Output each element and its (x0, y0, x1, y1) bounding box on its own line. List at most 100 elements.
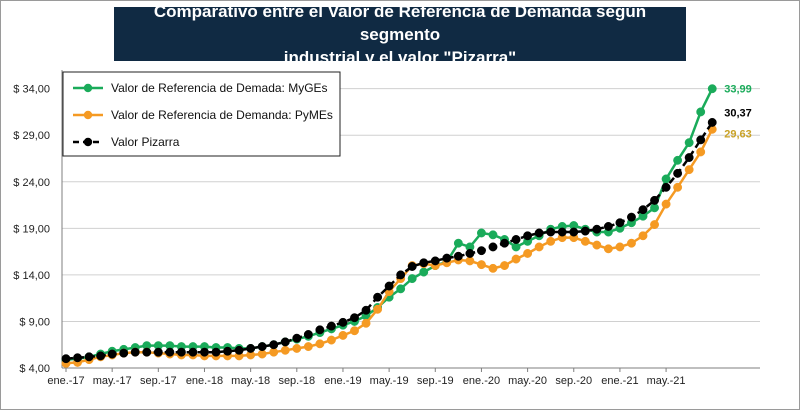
data-point-series-2 (615, 242, 625, 252)
data-point-series-3 (557, 227, 567, 237)
end-value-label: 29,63 (724, 128, 752, 140)
data-point-series-3 (546, 227, 556, 237)
data-point-series-3 (176, 347, 186, 357)
data-point-series-3 (292, 333, 302, 343)
data-point-series-2 (350, 326, 359, 336)
data-point-series-3 (246, 343, 256, 353)
legend-label-2: Valor de Referencia de Demanda: PyMEs (111, 108, 333, 122)
data-point-series-3 (407, 262, 417, 271)
y-tick-label: $ 34,00 (13, 84, 50, 96)
data-point-series-3 (580, 226, 590, 236)
legend-marker-1 (83, 83, 93, 93)
data-point-series-3 (673, 168, 683, 178)
data-point-series-3 (188, 347, 198, 357)
data-point-series-2 (523, 249, 533, 258)
data-point-series-3 (476, 246, 486, 256)
data-point-series-2 (465, 256, 475, 266)
y-tick-label: $ 29,00 (13, 130, 50, 142)
data-point-series-3 (684, 153, 694, 162)
legend-box (62, 71, 341, 157)
data-point-series-2 (269, 347, 279, 357)
data-point-series-3 (84, 352, 94, 362)
data-point-series-2 (511, 254, 521, 264)
data-point-series-3 (96, 351, 106, 361)
chart-title: Comparativo entre el Valor de Referencia… (114, 2, 686, 67)
x-tick-label: may.-17 (93, 375, 132, 387)
data-point-series-1 (511, 242, 521, 252)
data-point-series-3 (465, 249, 475, 258)
data-point-series-3 (338, 317, 348, 327)
data-point-series-1 (673, 155, 683, 165)
data-point-series-1 (650, 203, 659, 213)
data-point-series-2 (684, 165, 694, 175)
data-point-series-2 (580, 236, 590, 246)
data-point-series-2 (476, 260, 486, 270)
x-tick-label: ene.-20 (463, 375, 500, 387)
data-point-series-2 (696, 147, 706, 157)
data-point-series-1 (419, 267, 429, 277)
series-line-3 (65, 121, 714, 360)
data-point-series-3 (269, 340, 279, 350)
x-tick-label: sep.-20 (555, 375, 592, 387)
data-point-series-3 (650, 195, 659, 205)
data-point-series-2 (338, 330, 348, 340)
x-tick-label: ene.-21 (601, 375, 638, 387)
y-tick-label: $ 24,00 (13, 177, 50, 189)
data-point-series-3 (234, 345, 244, 355)
y-tick-label: $ 19,00 (13, 223, 50, 235)
data-point-series-3 (661, 182, 671, 192)
data-point-series-3 (615, 218, 625, 228)
data-point-series-2 (673, 182, 683, 192)
data-point-series-3 (638, 205, 648, 215)
x-tick-label: may.-19 (370, 375, 409, 387)
x-tick-label: ene.-19 (324, 375, 361, 387)
x-tick-label: may.-20 (508, 375, 547, 387)
data-point-series-1 (696, 107, 706, 117)
data-point-series-3 (453, 251, 463, 261)
data-point-series-3 (627, 212, 636, 222)
data-point-series-1 (396, 284, 406, 294)
data-point-series-3 (511, 235, 521, 244)
data-point-series-2 (627, 238, 636, 248)
legend-marker-3 (83, 137, 93, 147)
end-value-label: 30,37 (724, 107, 752, 119)
data-point-series-3 (211, 347, 221, 357)
data-point-series-1 (453, 238, 463, 248)
x-tick-label: ene.-17 (47, 375, 84, 387)
data-point-series-2 (373, 304, 383, 314)
data-point-series-2 (546, 236, 556, 246)
data-point-series-3 (73, 353, 82, 363)
data-point-series-3 (130, 347, 140, 357)
legend-marker-2 (83, 110, 93, 120)
data-point-series-3 (107, 349, 117, 359)
data-point-series-3 (696, 135, 706, 145)
legend-label-1: Valor de Referencia de Demada: MyGEs (111, 81, 328, 95)
data-point-series-2 (257, 349, 267, 359)
data-point-series-3 (326, 321, 336, 331)
chart-title-line-1: Comparativo entre el Valor de Referencia… (153, 1, 647, 44)
x-tick-label: sep.-17 (140, 375, 177, 387)
data-point-series-3 (500, 238, 509, 248)
data-point-series-1 (407, 274, 417, 284)
data-point-series-2 (500, 261, 509, 271)
data-point-series-3 (430, 256, 440, 266)
data-point-series-3 (488, 242, 498, 252)
series-line-2 (65, 128, 714, 365)
data-point-series-2 (534, 242, 544, 252)
data-point-series-2 (361, 318, 371, 328)
y-tick-label: $ 4,00 (19, 363, 50, 375)
data-point-series-2 (315, 339, 325, 349)
data-point-series-1 (476, 228, 486, 238)
chart-title-line-2: industrial y el valor "Pizarra" (283, 47, 517, 67)
data-point-series-3 (442, 253, 452, 263)
data-point-series-3 (523, 231, 533, 241)
data-point-series-2 (292, 343, 302, 353)
data-point-series-3 (200, 347, 209, 357)
data-point-series-3 (396, 270, 406, 280)
data-point-series-2 (326, 335, 336, 345)
y-tick-label: $ 14,00 (13, 270, 50, 282)
data-point-series-3 (119, 348, 129, 358)
x-tick-label: sep.-19 (417, 375, 454, 387)
x-tick-label: ene.-18 (186, 375, 223, 387)
